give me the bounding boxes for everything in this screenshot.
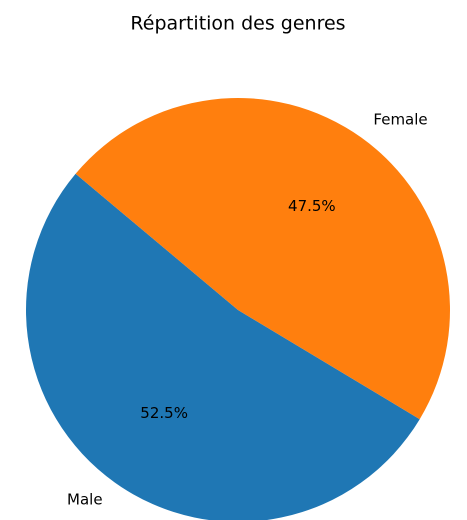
value-label: 52.5% [140,404,188,422]
slice-label: Female [373,111,427,129]
chart-title: Répartition des genres [130,13,345,35]
slice-label: Male [67,490,103,508]
value-label: 47.5% [288,197,336,215]
pie-slice [26,173,420,520]
pie-slice [75,97,451,420]
